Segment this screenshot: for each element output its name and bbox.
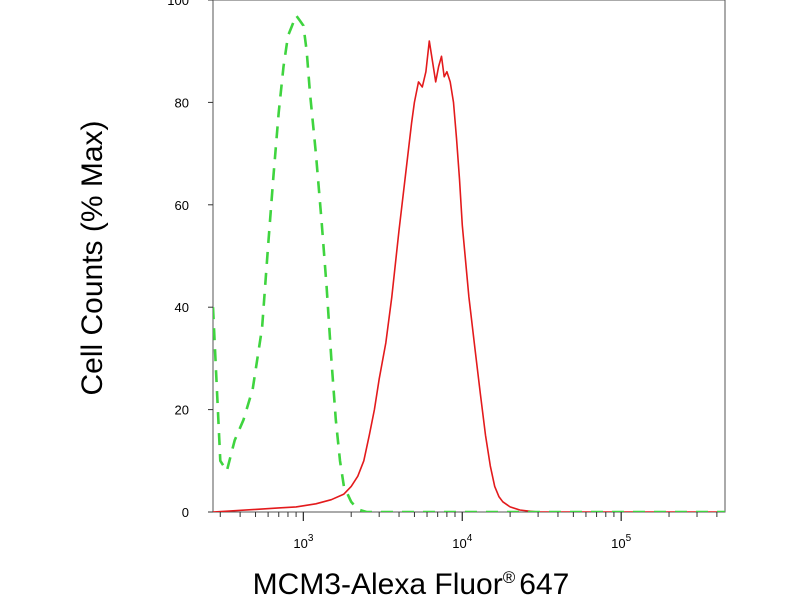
y-tick-label: 20 — [175, 403, 189, 418]
x-tick-base: 10 — [611, 536, 625, 551]
x-tick-base: 10 — [293, 536, 307, 551]
y-tick-label: 80 — [175, 95, 189, 110]
x-tick-label: 103 — [293, 533, 313, 551]
y-tick-label: 40 — [175, 300, 189, 315]
y-tick-label: 0 — [182, 505, 189, 520]
sample-series-line — [213, 40, 725, 512]
y-tick-label: 100 — [167, 0, 189, 8]
x-axis-title-mark: ® — [503, 568, 516, 587]
x-axis-title-main: MCM3-Alexa Fluor — [253, 568, 503, 600]
control-series-line — [213, 14, 725, 512]
y-axis: 0 20 40 60 80 100 — [167, 0, 213, 520]
x-tick-exponent: 5 — [626, 533, 632, 544]
series-layer — [213, 14, 725, 512]
y-axis-title: Cell Counts (% Max) — [76, 120, 109, 395]
y-tick-label: 60 — [175, 198, 189, 213]
x-tick-base: 10 — [452, 536, 466, 551]
x-tick-exponent: 3 — [308, 533, 314, 544]
x-tick-label: 105 — [611, 533, 631, 551]
x-tick-label: 104 — [452, 533, 472, 551]
x-tick-exponent: 4 — [467, 533, 473, 544]
x-axis-title: MCM3-Alexa Fluor® 647 — [253, 568, 570, 600]
x-axis: 103 104 105 — [219, 512, 718, 551]
plot-frame — [212, 0, 726, 513]
x-axis-title-suffix: 647 — [519, 568, 569, 600]
